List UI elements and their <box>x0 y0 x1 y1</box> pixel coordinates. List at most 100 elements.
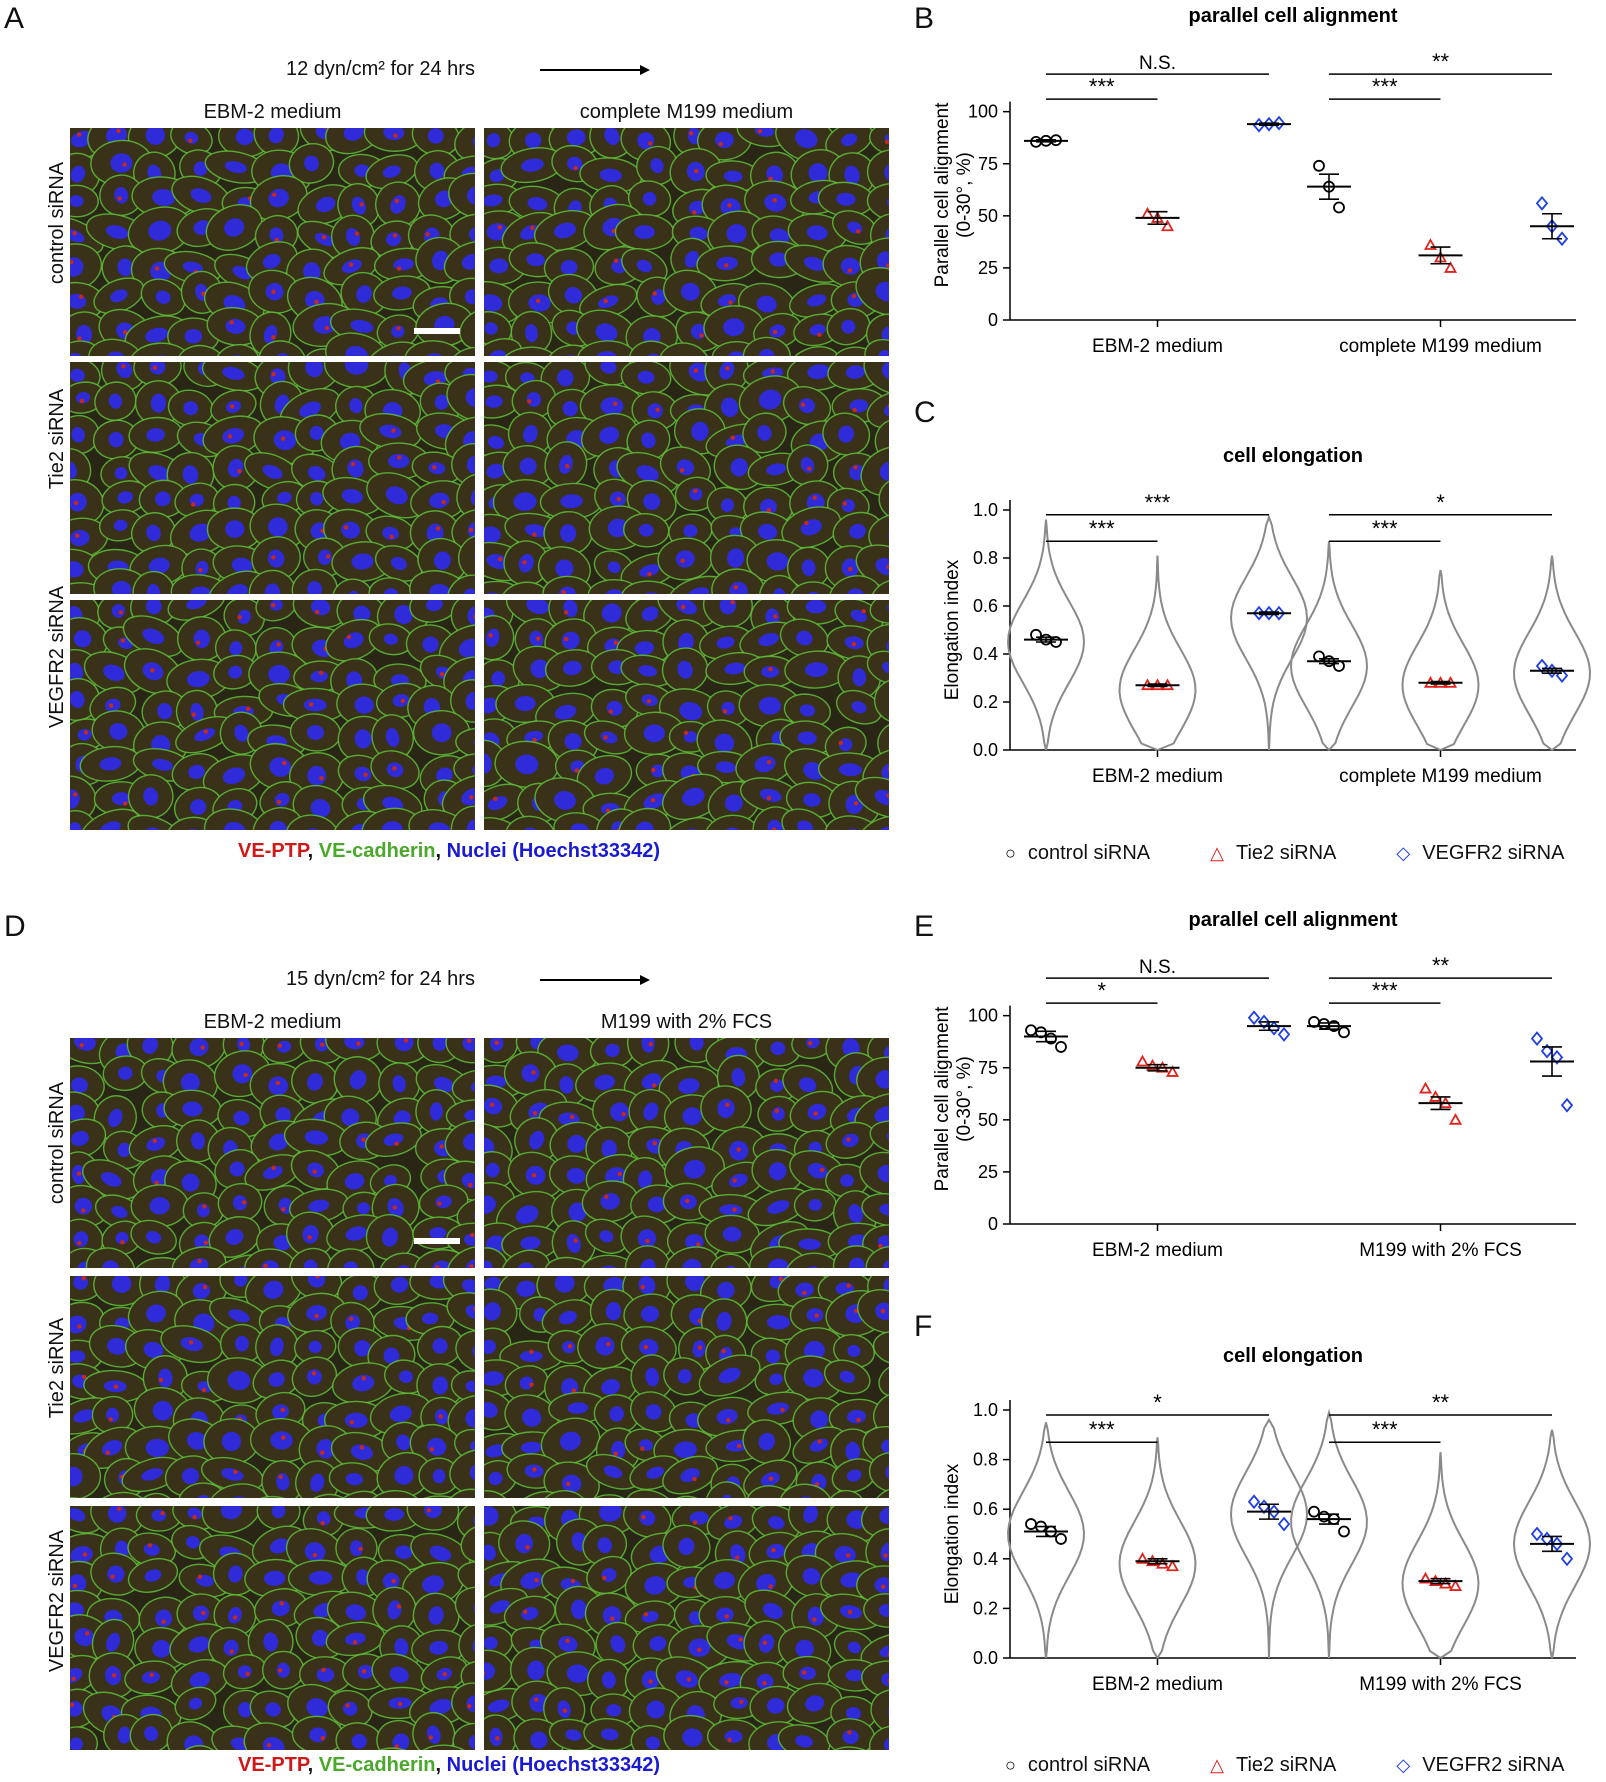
nucleus <box>429 1640 448 1655</box>
ve-ptp-spot <box>81 1208 86 1213</box>
nucleus <box>424 1506 442 1519</box>
legend-label: VEGFR2 siRNA <box>1422 842 1565 864</box>
nucleus <box>571 1599 587 1620</box>
nucleus <box>428 822 452 830</box>
ve-ptp-spot <box>72 1583 78 1589</box>
ve-ptp-spot <box>772 329 778 335</box>
significance-label: ** <box>1432 953 1450 978</box>
nucleus <box>484 1276 501 1291</box>
ve-ptp-spot <box>201 1610 206 1616</box>
nucleus <box>186 1535 200 1549</box>
nucleus <box>839 1370 855 1383</box>
nucleus <box>558 1636 578 1652</box>
nucleus <box>310 670 328 683</box>
cell-membrane <box>300 348 344 356</box>
nucleus <box>188 1636 210 1653</box>
nucleus <box>354 729 372 749</box>
nucleus <box>382 165 401 178</box>
ve-ptp-spot <box>529 1382 534 1387</box>
nucleus <box>879 1203 889 1216</box>
nucleus <box>605 589 624 594</box>
nucleus <box>341 488 363 504</box>
ve-ptp-spot <box>768 1476 774 1481</box>
ve-ptp-spot <box>725 1102 730 1108</box>
ve-ptp-spot <box>532 532 537 537</box>
nucleus <box>607 561 621 573</box>
nucleus <box>465 1408 475 1428</box>
nucleus <box>310 799 331 818</box>
ve-ptp-spot <box>498 556 503 562</box>
ve-ptp-spot <box>768 1584 773 1589</box>
nucleus <box>566 1664 589 1683</box>
ve-ptp-spot <box>468 1182 473 1188</box>
ve-ptp-spot <box>323 128 328 129</box>
nucleus <box>525 324 538 343</box>
cell-membrane <box>825 1489 868 1498</box>
nucleus <box>383 633 398 645</box>
ve-ptp-spot <box>655 407 660 412</box>
nucleus <box>765 608 780 626</box>
nucleus <box>568 1202 587 1222</box>
x-tick-label: complete M199 medium <box>1339 766 1542 787</box>
nucleus <box>600 397 624 416</box>
nucleus <box>805 600 827 614</box>
nucleus <box>807 1606 824 1626</box>
nucleus <box>836 192 856 206</box>
ve-ptp-spot <box>736 1147 741 1152</box>
nucleus <box>566 1167 586 1184</box>
ve-ptp-spot <box>488 633 493 638</box>
row-label-d-vegfr2: VEGFR2 siRNA <box>46 1529 68 1673</box>
nucleus <box>74 1197 93 1215</box>
y-tick-label: 75 <box>978 1058 998 1078</box>
ve-ptp-spot <box>200 1045 205 1050</box>
nucleus <box>729 581 748 594</box>
nucleus <box>343 128 364 141</box>
nucleus <box>523 425 538 443</box>
ve-ptp-spot <box>108 703 114 708</box>
nucleus <box>803 1368 824 1388</box>
nucleus <box>194 728 216 742</box>
ve-ptp-spot <box>82 1552 88 1557</box>
cell-texture <box>484 600 889 830</box>
nucleus <box>676 600 697 615</box>
nucleus <box>341 1108 360 1127</box>
nucleus <box>678 1078 700 1094</box>
legend-label: control siRNA <box>1027 842 1151 864</box>
nucleus <box>231 557 253 574</box>
ve-ptp-spot <box>527 399 532 404</box>
significance-label: N.S. <box>1139 957 1176 978</box>
nucleus <box>803 256 826 271</box>
significance-label: * <box>1097 978 1106 1003</box>
nucleus <box>269 227 284 243</box>
nucleus <box>304 1130 329 1145</box>
nucleus <box>222 767 246 785</box>
ve-ptp-spot <box>737 1443 742 1449</box>
nucleus <box>117 1142 131 1158</box>
ve-ptp-spot <box>473 614 475 620</box>
ve-ptp-spot <box>563 610 569 615</box>
ve-ptp-spot <box>768 667 773 672</box>
nucleus <box>597 1537 612 1554</box>
nucleus <box>595 1336 615 1356</box>
ve-ptp-spot <box>71 1676 76 1682</box>
nucleus <box>433 1076 454 1093</box>
nucleus <box>513 492 537 511</box>
nucleus <box>180 1072 200 1093</box>
ve-ptp-spot <box>195 640 201 645</box>
ve-ptp-spot <box>613 258 619 263</box>
ve-ptp-spot <box>191 712 196 717</box>
cell-membrane <box>135 1492 177 1498</box>
nucleus <box>557 1044 579 1062</box>
ve-ptp-spot <box>807 1040 813 1046</box>
y-tick-label: 100 <box>968 102 998 122</box>
ve-ptp-spot <box>467 1703 472 1709</box>
nucleus <box>881 1672 889 1688</box>
legend-item-vegfr2: ◇ VEGFR2 siRNA <box>1396 1754 1564 1777</box>
nucleus <box>353 605 371 622</box>
nucleus <box>554 791 576 810</box>
data-point-circle <box>1030 628 1042 641</box>
nucleus <box>262 1165 283 1179</box>
nucleus <box>145 327 169 343</box>
nucleus <box>345 1604 367 1621</box>
nucleus <box>349 1540 363 1557</box>
